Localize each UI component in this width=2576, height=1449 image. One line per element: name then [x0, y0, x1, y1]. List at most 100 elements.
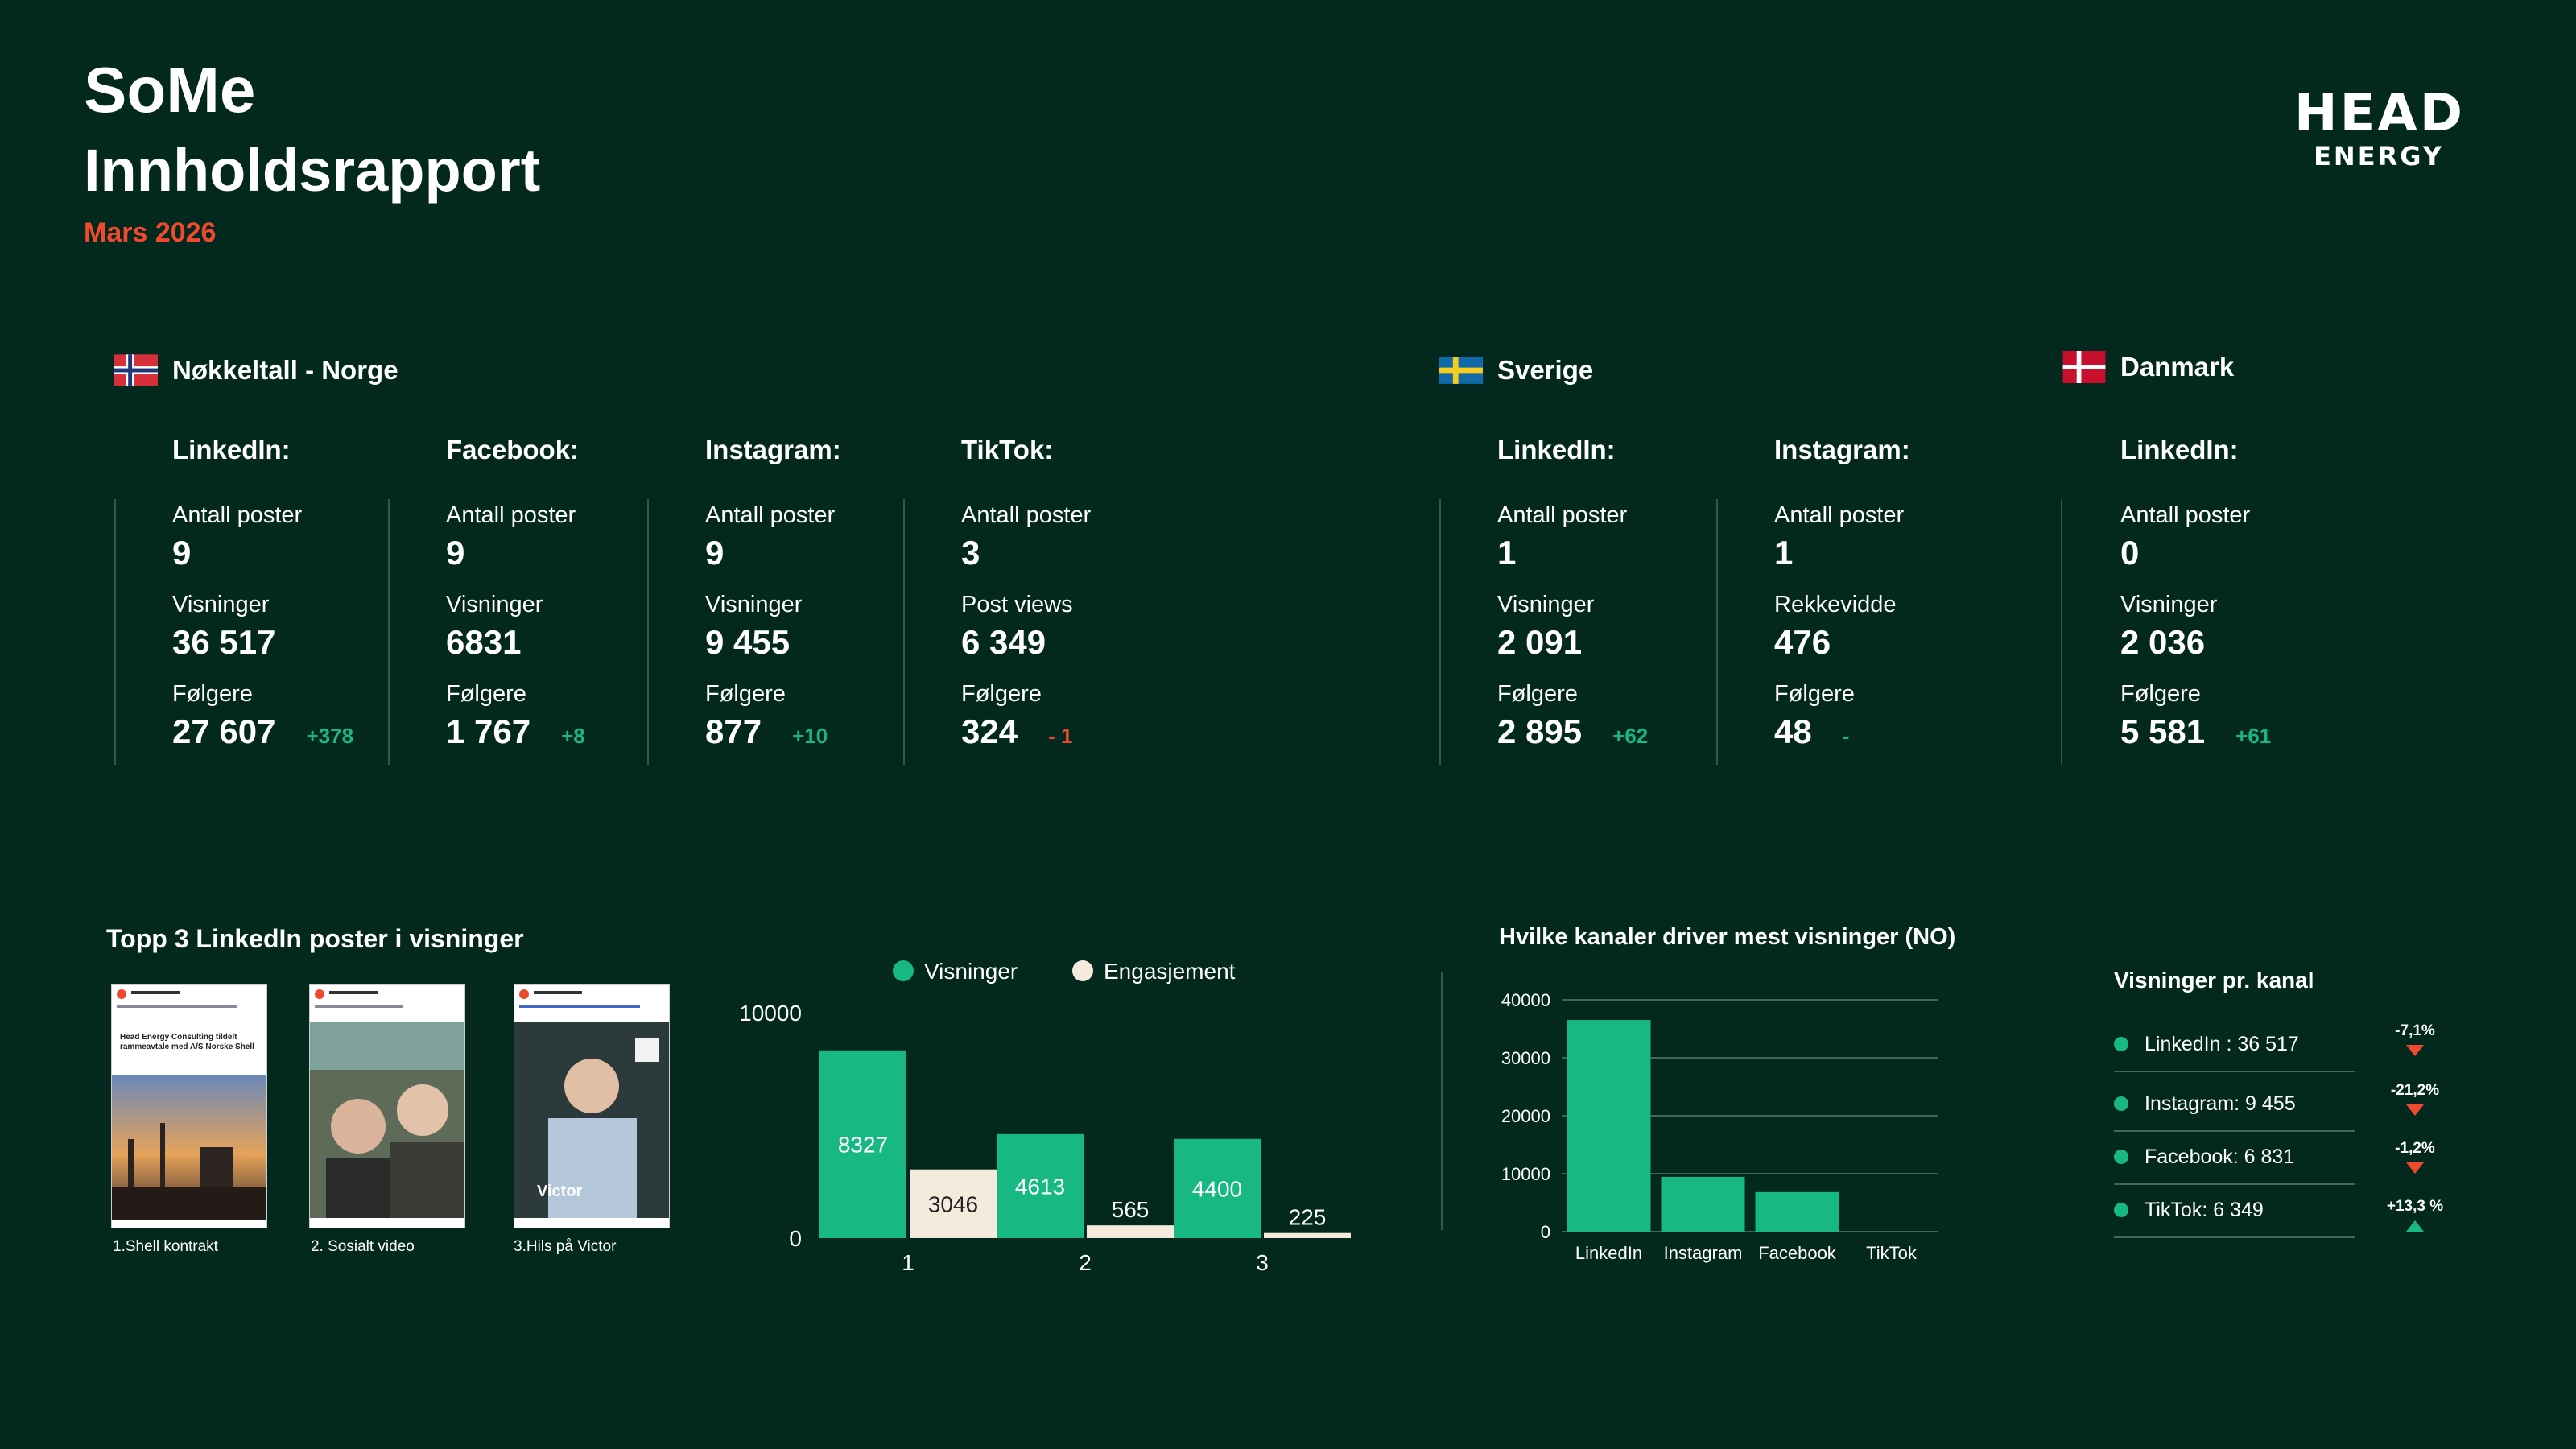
bar: [1567, 1020, 1651, 1232]
stat-value: 9: [446, 534, 465, 572]
divider: [903, 499, 905, 765]
head-energy-logo: HEAD ENERGY: [2294, 84, 2465, 171]
post-thumbnail-1[interactable]: Head Energy Consulting tildelt rammeavta…: [111, 984, 267, 1228]
divider: [114, 499, 116, 765]
channel-delta: -7,1%: [2383, 1022, 2447, 1056]
platform-name: LinkedIn:: [1497, 435, 1616, 464]
legend-label: Visninger: [924, 959, 1018, 984]
stat-value: 48: [1774, 712, 1812, 750]
follower-delta: -: [1842, 724, 1850, 748]
stat-label: Antall poster: [172, 502, 303, 528]
platform-name: TikTok:: [961, 435, 1054, 464]
stats-norge-linkedin: LinkedIn: Antall poster 9 Visninger 36 5…: [172, 435, 353, 751]
report-period: Mars 2026: [84, 217, 217, 248]
follower-delta: +10: [792, 724, 828, 748]
arrow-up-icon: [2406, 1220, 2424, 1232]
stat-value: 9: [172, 534, 192, 572]
follower-delta: +61: [2235, 724, 2272, 748]
data-label: 8327: [838, 1132, 888, 1157]
stat-value: 2 091: [1497, 623, 1583, 661]
stat-value: 9: [705, 534, 724, 572]
stat-value: 877: [705, 712, 762, 750]
data-label: 565: [1112, 1197, 1150, 1222]
stat-value: 1: [1774, 534, 1794, 572]
portrait-photo-icon: [514, 1022, 669, 1218]
bar: [997, 1133, 1084, 1238]
stat-label: Følgere: [1774, 681, 1855, 707]
stats-danmark-linkedin: LinkedIn: Antall poster 0 Visninger 2 03…: [2120, 435, 2271, 751]
post-thumbnail-2[interactable]: [309, 984, 465, 1228]
stat-value: 0: [2120, 534, 2140, 572]
y-tick-label: 20000: [1501, 1106, 1550, 1126]
stat-label: Følgere: [172, 681, 253, 707]
stat-value: 2 895: [1497, 712, 1583, 750]
stat-label: Antall poster: [2120, 502, 2251, 528]
post-headline: Head Energy Consulting tildelt rammeavta…: [120, 1033, 254, 1051]
page-subtitle: Innholdsrapport: [84, 137, 541, 204]
divider: [647, 499, 649, 765]
stat-label: Rekkevidde: [1774, 592, 1897, 617]
channel-chart-title: Hvilke kanaler driver mest visninger (NO…: [1499, 924, 1956, 950]
stat-label: Visninger: [172, 592, 270, 617]
list-item: Instagram: 9 455: [2114, 1077, 2355, 1132]
stat-label: Antall poster: [1774, 502, 1905, 528]
legend-marker: [893, 960, 914, 981]
y-tick-label: 10000: [1501, 1164, 1550, 1184]
x-tick-label: 3: [1256, 1250, 1269, 1275]
stat-label: Antall poster: [961, 502, 1092, 528]
follower-delta: +8: [561, 724, 585, 748]
top3-title: Topp 3 LinkedIn poster i visninger: [106, 924, 524, 953]
data-label: 3046: [928, 1191, 978, 1216]
stats-sverige-linkedin: LinkedIn: Antall poster 1 Visninger 2 09…: [1497, 435, 1648, 751]
platform-name: Facebook:: [446, 435, 580, 464]
y-tick-label: 0: [1541, 1222, 1550, 1242]
video-photo-icon: [310, 1022, 464, 1218]
bullet-icon: [2114, 1037, 2128, 1051]
kanal-list-title: Visninger pr. kanal: [2114, 968, 2314, 993]
divider: [1716, 499, 1718, 765]
norway-flag-icon: [114, 354, 158, 386]
stat-label: Visninger: [446, 592, 543, 617]
stat-label: Følgere: [705, 681, 786, 707]
post-thumbnail-3[interactable]: Victor: [514, 984, 670, 1228]
arrow-down-icon: [2406, 1045, 2424, 1056]
channel-views-chart: 0 10000 20000 30000 40000 LinkedIn Instagram Fa…: [1501, 990, 1938, 1263]
x-tick-label: LinkedIn: [1575, 1243, 1642, 1263]
divider: [388, 499, 390, 765]
denmark-flag-icon: [2062, 351, 2106, 383]
post-caption: 2. Sosialt video: [311, 1238, 415, 1255]
data-label: 4400: [1192, 1176, 1242, 1201]
arrow-down-icon: [2406, 1162, 2424, 1174]
stat-value: 27 607: [172, 712, 276, 750]
stat-label: Følgere: [446, 681, 526, 707]
bullet-icon: [2114, 1096, 2128, 1111]
y-tick-label: 0: [789, 1226, 802, 1251]
stat-value: 36 517: [172, 623, 276, 661]
stat-label: Følgere: [2120, 681, 2201, 707]
stat-value: 3: [961, 534, 980, 572]
list-item: LinkedIn : 36 517: [2114, 1018, 2355, 1072]
channel-delta: -21,2%: [2383, 1082, 2447, 1116]
section-title-danmark: Danmark: [2062, 351, 2234, 383]
legend-label: Engasjement: [1104, 959, 1236, 984]
bar: [1755, 1191, 1839, 1232]
stat-label: Antall poster: [1497, 502, 1628, 528]
stat-value: 6831: [446, 623, 522, 661]
stat-label: Følgere: [1497, 681, 1578, 707]
bar: [1087, 1225, 1174, 1238]
bar: [819, 1050, 906, 1238]
channel-delta: +13,3 %: [2383, 1198, 2447, 1232]
platform-name: Instagram:: [705, 435, 841, 464]
legend-marker: [1072, 960, 1093, 981]
stat-value: 1: [1497, 534, 1517, 572]
stat-label: Post views: [961, 592, 1073, 617]
platform-name: LinkedIn:: [172, 435, 291, 464]
follower-delta: +378: [306, 724, 354, 748]
x-tick-label: 1: [902, 1250, 914, 1275]
post-caption: 3.Hils på Victor: [514, 1238, 617, 1255]
y-tick-label: 30000: [1501, 1048, 1550, 1068]
divider: [2061, 499, 2062, 765]
stat-label: Visninger: [705, 592, 803, 617]
platform-name: Instagram:: [1774, 435, 1910, 464]
stats-norge-instagram: Instagram: Antall poster 9 Visninger 9 4…: [705, 435, 841, 751]
